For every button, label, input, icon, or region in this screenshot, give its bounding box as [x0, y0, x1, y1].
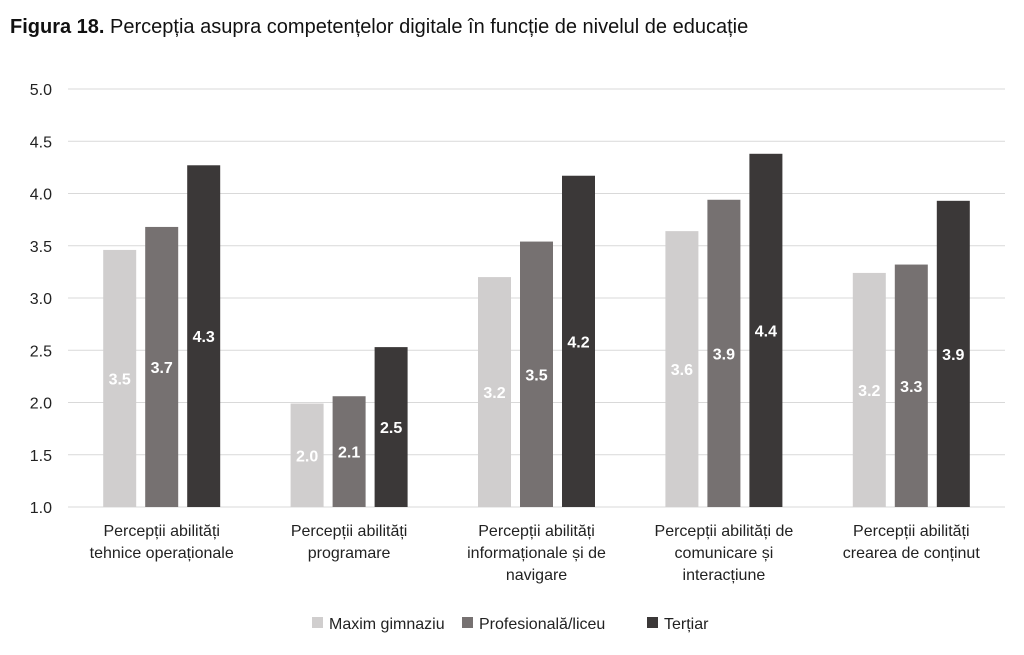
chart-title: Figura 18. Percepția asupra competențelo…	[10, 16, 748, 39]
x-category-label: navigare	[506, 567, 567, 584]
data-label: 3.2	[858, 383, 880, 400]
bar	[562, 175, 595, 508]
data-label: 4.2	[567, 334, 589, 351]
bar	[187, 165, 221, 507]
legend-swatch	[462, 617, 473, 628]
bar	[894, 264, 928, 507]
x-category-label: Percepții abilități	[291, 523, 408, 540]
data-label: 2.5	[380, 420, 402, 437]
data-label: 2.0	[296, 448, 318, 465]
data-label: 3.9	[713, 346, 735, 363]
x-category-label: interacțiune	[683, 567, 766, 584]
bar	[749, 153, 783, 508]
data-label: 4.4	[755, 323, 777, 340]
figure-number: Figura 18.	[10, 16, 105, 38]
y-tick-label: 1.5	[30, 448, 52, 465]
bar	[707, 199, 741, 507]
x-category-label: Percepții abilități	[103, 523, 220, 540]
y-tick-label: 5.0	[30, 82, 52, 99]
x-category-label: comunicare și	[675, 545, 774, 562]
x-category-label: Percepții abilități	[478, 523, 595, 540]
title-text: Percepția asupra competențelor digitale …	[104, 16, 749, 38]
y-tick-label: 2.5	[30, 343, 52, 360]
bar	[852, 272, 886, 507]
bar	[936, 200, 970, 507]
y-tick-label: 3.0	[30, 291, 52, 308]
data-label: 3.6	[671, 362, 693, 379]
data-label: 3.7	[151, 360, 173, 377]
legend-label: Terțiar	[664, 616, 709, 633]
y-tick-label: 1.0	[30, 500, 52, 517]
data-label: 3.2	[483, 385, 505, 402]
x-category-label: tehnice operaționale	[90, 545, 234, 562]
bar	[374, 347, 408, 507]
data-label: 3.3	[900, 379, 922, 396]
bar	[103, 249, 137, 507]
x-category-label: Percepții abilități	[853, 523, 970, 540]
x-category-label: crearea de conținut	[843, 545, 981, 562]
y-tick-label: 4.0	[30, 187, 52, 204]
legend-swatch	[312, 617, 323, 628]
legend-swatch	[647, 617, 658, 628]
bar	[145, 226, 179, 507]
y-tick-label: 2.0	[30, 396, 52, 413]
bar	[665, 231, 699, 507]
legend-label: Profesională/liceu	[479, 616, 605, 633]
bar	[478, 277, 511, 507]
x-category-label: programare	[308, 545, 391, 562]
bar	[520, 241, 553, 507]
legend-label: Maxim gimnaziu	[329, 616, 445, 633]
data-label: 4.3	[193, 329, 215, 346]
data-label: 2.1	[338, 445, 360, 462]
bar	[290, 403, 324, 507]
data-label: 3.5	[109, 371, 131, 388]
data-label: 3.5	[525, 367, 547, 384]
x-category-label: Percepții abilități de	[655, 523, 794, 540]
y-tick-label: 4.5	[30, 134, 52, 151]
x-category-label: informaționale și de	[467, 545, 606, 562]
y-tick-label: 3.5	[30, 239, 52, 256]
bar	[332, 396, 366, 507]
data-label: 3.9	[942, 347, 964, 364]
